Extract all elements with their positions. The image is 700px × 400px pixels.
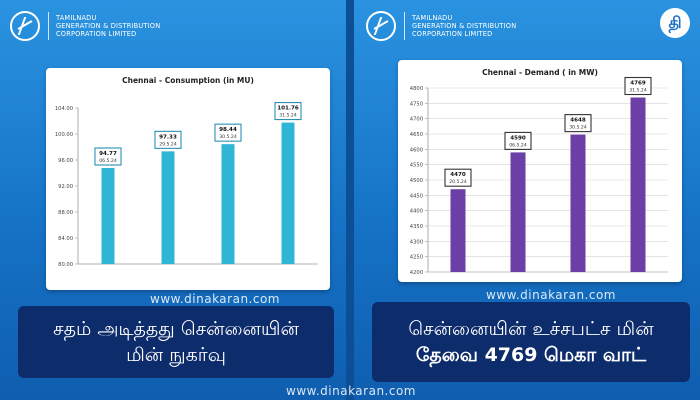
y-tick-label: 4700 [410, 117, 423, 123]
left-caption: சதம் அடித்தது சென்னையின் மின் நுகர்வு [18, 306, 334, 378]
data-label-box [444, 168, 472, 187]
y-tick-label: 4550 [410, 163, 423, 169]
data-label-value: 97.33 [159, 134, 177, 140]
demand-chart: 4200 4250 4300 4350 4400 4450 4500 4550 4600 4650… [410, 76, 668, 276]
right-header: TAMILNADU GENERATION & DISTRIBUTION CORP… [366, 6, 516, 46]
data-label-value: 4648 [570, 118, 586, 124]
org-name: TAMILNADU GENERATION & DISTRIBUTION CORP… [412, 14, 516, 39]
data-label-box [154, 130, 182, 149]
data-label-value: 94.77 [99, 151, 117, 157]
data-label-date: 31.5.24 [629, 88, 647, 94]
caption-line2: தேவை 4769 மெகா வாட் [415, 344, 647, 366]
y-tick-label: 104.00 [55, 106, 73, 112]
y-tick-label: 4400 [410, 209, 423, 215]
header-separator [48, 12, 49, 40]
org-name-line3: CORPORATION LIMITED [56, 30, 137, 39]
caption-line1: சதம் அடித்தது சென்னையின் [53, 318, 299, 340]
y-tick-label: 4450 [410, 193, 423, 199]
y-tick-label: 4500 [410, 178, 423, 184]
y-tick-label: 4200 [410, 270, 423, 276]
data-label-value: 4470 [450, 172, 466, 178]
data-label-value: 101.76 [277, 106, 299, 112]
bar [510, 152, 526, 272]
bar [630, 97, 646, 272]
data-label-date: 06.5.24 [509, 142, 527, 148]
demand-chart-card: Chennai - Demand ( in MW) 4200 4250 4300 43… [398, 60, 682, 282]
y-tick-label: 88.00 [58, 210, 73, 216]
caption-line2: மின் நுகர்வு [126, 344, 226, 366]
data-label-date: 06.5.24 [99, 158, 117, 164]
y-tick-label: 4750 [410, 101, 423, 107]
org-name-line2: GENERATION & DISTRIBUTION [56, 21, 161, 30]
y-tick-label: 4250 [410, 255, 423, 261]
data-label-date: 31.5.24 [279, 113, 297, 119]
data-label-value: 4769 [630, 81, 646, 87]
y-tick-label: 4800 [410, 86, 423, 92]
data-label-box [624, 76, 652, 96]
y-tick-label: 4350 [410, 224, 423, 230]
y-tick-label: 4600 [410, 147, 423, 153]
org-name-line2: GENERATION & DISTRIBUTION [412, 21, 517, 30]
org-name-line3: CORPORATION LIMITED [412, 30, 493, 39]
org-name-line1: TAMILNADU [412, 13, 453, 22]
y-tick-label: 4300 [410, 239, 423, 245]
bar [221, 144, 235, 264]
caption-line1: சென்னையின் உச்சபட்ச மின் [408, 318, 654, 340]
y-tick-label: 80.00 [58, 262, 73, 268]
bar [161, 151, 175, 264]
bar [450, 189, 466, 272]
data-label-date: 29.5.24 [159, 141, 177, 147]
watermark: www.dinakaran.com [150, 292, 280, 306]
chart-title: Chennai - Demand ( in MW) [482, 68, 598, 77]
consumption-chart: 80.00 84.00 88.00 92.00 96.00 100.00 104.00 94.… [55, 102, 318, 268]
header-separator [404, 12, 405, 40]
data-label-box [214, 123, 242, 142]
watermark: www.dinakaran.com [486, 288, 616, 302]
right-caption: சென்னையின் உச்சபட்ச மின் தேவை 4769 மெகா … [372, 302, 690, 382]
tangedco-emblem-icon [366, 11, 396, 41]
org-name-line1: TAMILNADU [56, 13, 97, 22]
bar [570, 134, 586, 272]
dinakaran-logo-icon: தி [660, 8, 690, 38]
tangedco-emblem-icon [10, 11, 40, 41]
consumption-chart-card: Chennai - Consumption (in MU) 80.00 84.00… [46, 68, 330, 290]
org-name: TAMILNADU GENERATION & DISTRIBUTION CORP… [56, 14, 160, 39]
data-label-box [274, 102, 302, 121]
y-tick-label: 4650 [410, 132, 423, 138]
chart-title: Chennai - Consumption (in MU) [122, 76, 254, 85]
data-label-date: 20.5.24 [449, 179, 467, 185]
data-label-box [504, 131, 532, 150]
y-tick-label: 100.00 [55, 132, 73, 138]
data-label-value: 4590 [510, 135, 526, 141]
y-tick-label: 92.00 [58, 184, 73, 190]
watermark: www.dinakaran.com [286, 384, 416, 398]
data-label-value: 98.44 [219, 127, 237, 133]
data-label-date: 30.5.24 [219, 134, 237, 140]
panel-divider [346, 0, 354, 400]
bar [281, 122, 295, 264]
data-label-box [94, 147, 122, 166]
left-header: TAMILNADU GENERATION & DISTRIBUTION CORP… [10, 6, 160, 46]
y-tick-label: 96.00 [58, 158, 73, 164]
data-label-date: 30.5.24 [569, 125, 587, 131]
y-tick-label: 84.00 [58, 236, 73, 242]
bar [101, 167, 115, 264]
data-label-box [564, 114, 592, 133]
